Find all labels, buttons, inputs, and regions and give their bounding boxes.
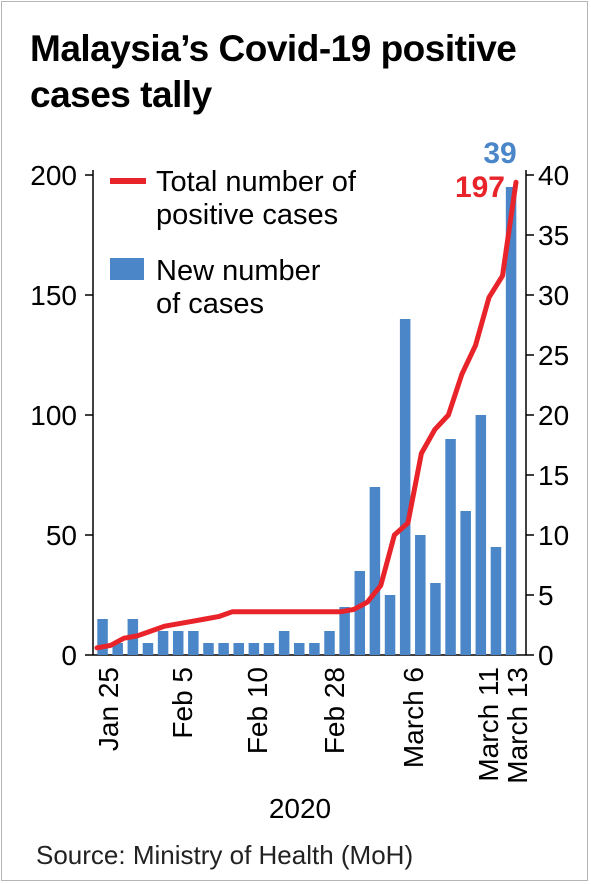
legend-bar-label: New number <box>156 255 321 287</box>
x-tick-label: Jan 25 <box>93 667 124 751</box>
x-tick-label: Feb 28 <box>319 667 350 754</box>
x-tick-label: Feb 10 <box>242 667 273 754</box>
bar <box>263 643 275 655</box>
bar <box>294 643 305 655</box>
bar <box>369 487 381 655</box>
left-tick-label: 50 <box>46 520 77 551</box>
bar <box>248 643 260 655</box>
bar <box>460 511 471 655</box>
legend-line-label: positive cases <box>156 199 338 231</box>
bar <box>233 643 244 655</box>
last-new-annotation: 39 <box>483 137 516 170</box>
right-tick-label: 15 <box>538 460 569 491</box>
left-tick-label: 200 <box>30 160 77 191</box>
bar <box>430 583 441 655</box>
right-tick-label: 35 <box>538 220 569 251</box>
chart-title: Malaysia’s Covid-19 positive cases tally <box>30 28 517 115</box>
x-tick-label: Feb 5 <box>167 667 198 739</box>
right-tick-label: 10 <box>538 520 569 551</box>
bar <box>142 643 154 655</box>
bar <box>157 631 169 655</box>
total-cases-line <box>94 179 519 651</box>
bar <box>475 415 487 655</box>
left-tick-label: 0 <box>61 640 77 671</box>
bar <box>324 631 335 655</box>
x-axis-label: 2020 <box>269 793 331 824</box>
bar <box>309 643 320 655</box>
left-tick-label: 100 <box>30 400 77 431</box>
legend-bar-label: of cases <box>156 288 264 320</box>
bar <box>505 187 517 655</box>
right-tick-label: 30 <box>538 280 569 311</box>
bar <box>490 547 502 655</box>
last-total-annotation: 197 <box>455 171 505 204</box>
bar <box>278 631 290 655</box>
bar <box>218 643 229 655</box>
right-tick-label: 20 <box>538 400 569 431</box>
x-tick-label: March 13 <box>502 667 533 784</box>
bar <box>354 571 366 655</box>
bar <box>97 619 108 655</box>
x-tick-label: March 11 <box>473 667 504 782</box>
right-tick-label: 25 <box>538 340 569 371</box>
left-tick-label: 150 <box>30 280 77 311</box>
bar <box>203 643 214 655</box>
right-tick-label: 40 <box>538 160 569 191</box>
right-tick-label: 0 <box>538 640 554 671</box>
bar <box>188 631 199 655</box>
bar <box>172 631 184 655</box>
legend-bar-swatch <box>110 258 144 280</box>
bar <box>415 535 426 655</box>
x-tick-label: March 6 <box>398 667 429 768</box>
bar <box>112 643 123 655</box>
bar <box>339 607 350 655</box>
bar <box>445 439 456 655</box>
bar <box>384 595 396 655</box>
bar <box>399 319 411 655</box>
right-tick-label: 5 <box>538 580 554 611</box>
source-note: Source: Ministry of Health (MoH) <box>36 840 414 870</box>
legend-line-label: Total number of <box>156 166 357 198</box>
